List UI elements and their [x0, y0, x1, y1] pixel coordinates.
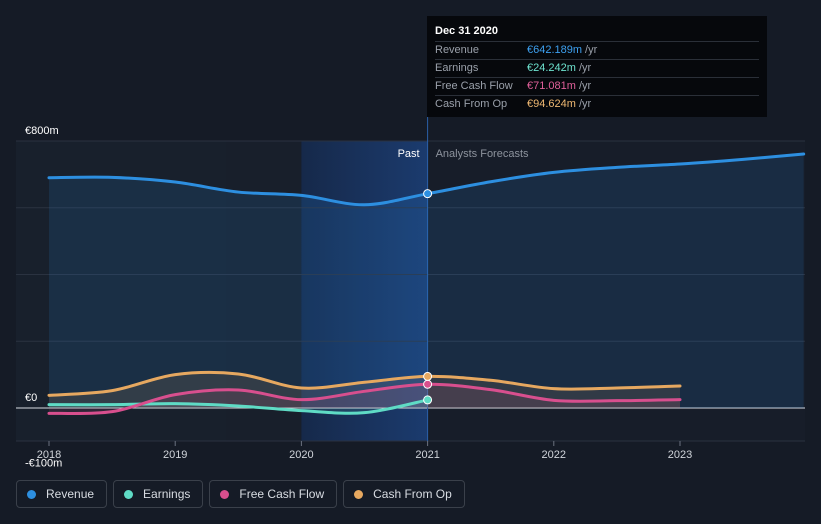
x-tick-label: 2019 [163, 449, 187, 461]
x-tick-label: 2023 [668, 449, 692, 461]
tooltip-date: Dec 31 2020 [435, 25, 498, 37]
tooltip-unit: /yr [578, 98, 592, 110]
y-tick-label: €0 [25, 392, 37, 404]
x-tick-label: 2018 [37, 449, 61, 461]
legend-dot-icon [354, 489, 364, 499]
legend-item-free-cash-flow[interactable]: Free Cash Flow [209, 480, 338, 508]
legend-item-cash-from-op[interactable]: Cash From Op [343, 480, 465, 508]
tooltip-row-earnings: Earnings €24.242m /yr [435, 59, 759, 77]
tooltip-label: Free Cash Flow [435, 80, 513, 92]
earnings-line [47, 398, 430, 415]
legend-dot-icon [220, 489, 230, 499]
tooltip-row-free-cash-flow: Free Cash Flow €71.081m /yr [435, 77, 759, 95]
past-label: Past [398, 148, 420, 160]
legend-item-earnings[interactable]: Earnings [113, 480, 204, 508]
tooltip: Dec 31 2020 Revenue €642.189m /yr Earnin… [427, 16, 767, 117]
legend-dot-icon [27, 489, 36, 499]
tooltip-unit: /yr [585, 44, 598, 56]
legend-label: Earnings [143, 487, 191, 501]
legend-label: Cash From Op [373, 487, 452, 501]
free-cash-flow-marker [423, 379, 433, 389]
tooltip-label: Earnings [435, 62, 479, 74]
free-cash-flow-line [47, 382, 682, 416]
x-tick-label: 2022 [542, 449, 566, 461]
tooltip-value: €71.081m [527, 80, 576, 92]
legend-dot-icon [124, 489, 134, 499]
legend-label: Revenue [46, 487, 95, 501]
revenue-marker [423, 189, 433, 199]
legend: Revenue Earnings Free Cash Flow Cash Fro… [16, 480, 465, 510]
tooltip-row-revenue: Revenue €642.189m /yr [435, 41, 759, 59]
x-tick-label: 2020 [289, 449, 313, 461]
tooltip-unit: /yr [578, 62, 592, 74]
revenue-area [49, 154, 804, 408]
tooltip-value: €24.242m [527, 62, 576, 74]
y-tick-label: -€100m [25, 457, 62, 469]
tooltip-label: Revenue [435, 44, 480, 56]
tooltip-row-cash-from-op: Cash From Op €94.624m /yr [435, 95, 759, 113]
legend-label: Free Cash Flow [239, 487, 325, 501]
tooltip-label: Cash From Op [435, 98, 508, 110]
x-tick-label: 2021 [415, 449, 439, 461]
tooltip-value: €642.189m [527, 44, 583, 56]
earnings-marker [423, 395, 433, 405]
cash-from-op-marker [423, 371, 433, 381]
cash-from-op-line [47, 370, 682, 397]
y-tick-label: €800m [25, 125, 59, 137]
tooltip-unit: /yr [578, 80, 592, 92]
forecast-label: Analysts Forecasts [436, 148, 529, 160]
legend-item-revenue[interactable]: Revenue [16, 480, 108, 508]
tooltip-value: €94.624m [527, 98, 576, 110]
financials-chart: Past Analysts Forecasts €800m€0-€100m201… [16, 16, 806, 469]
